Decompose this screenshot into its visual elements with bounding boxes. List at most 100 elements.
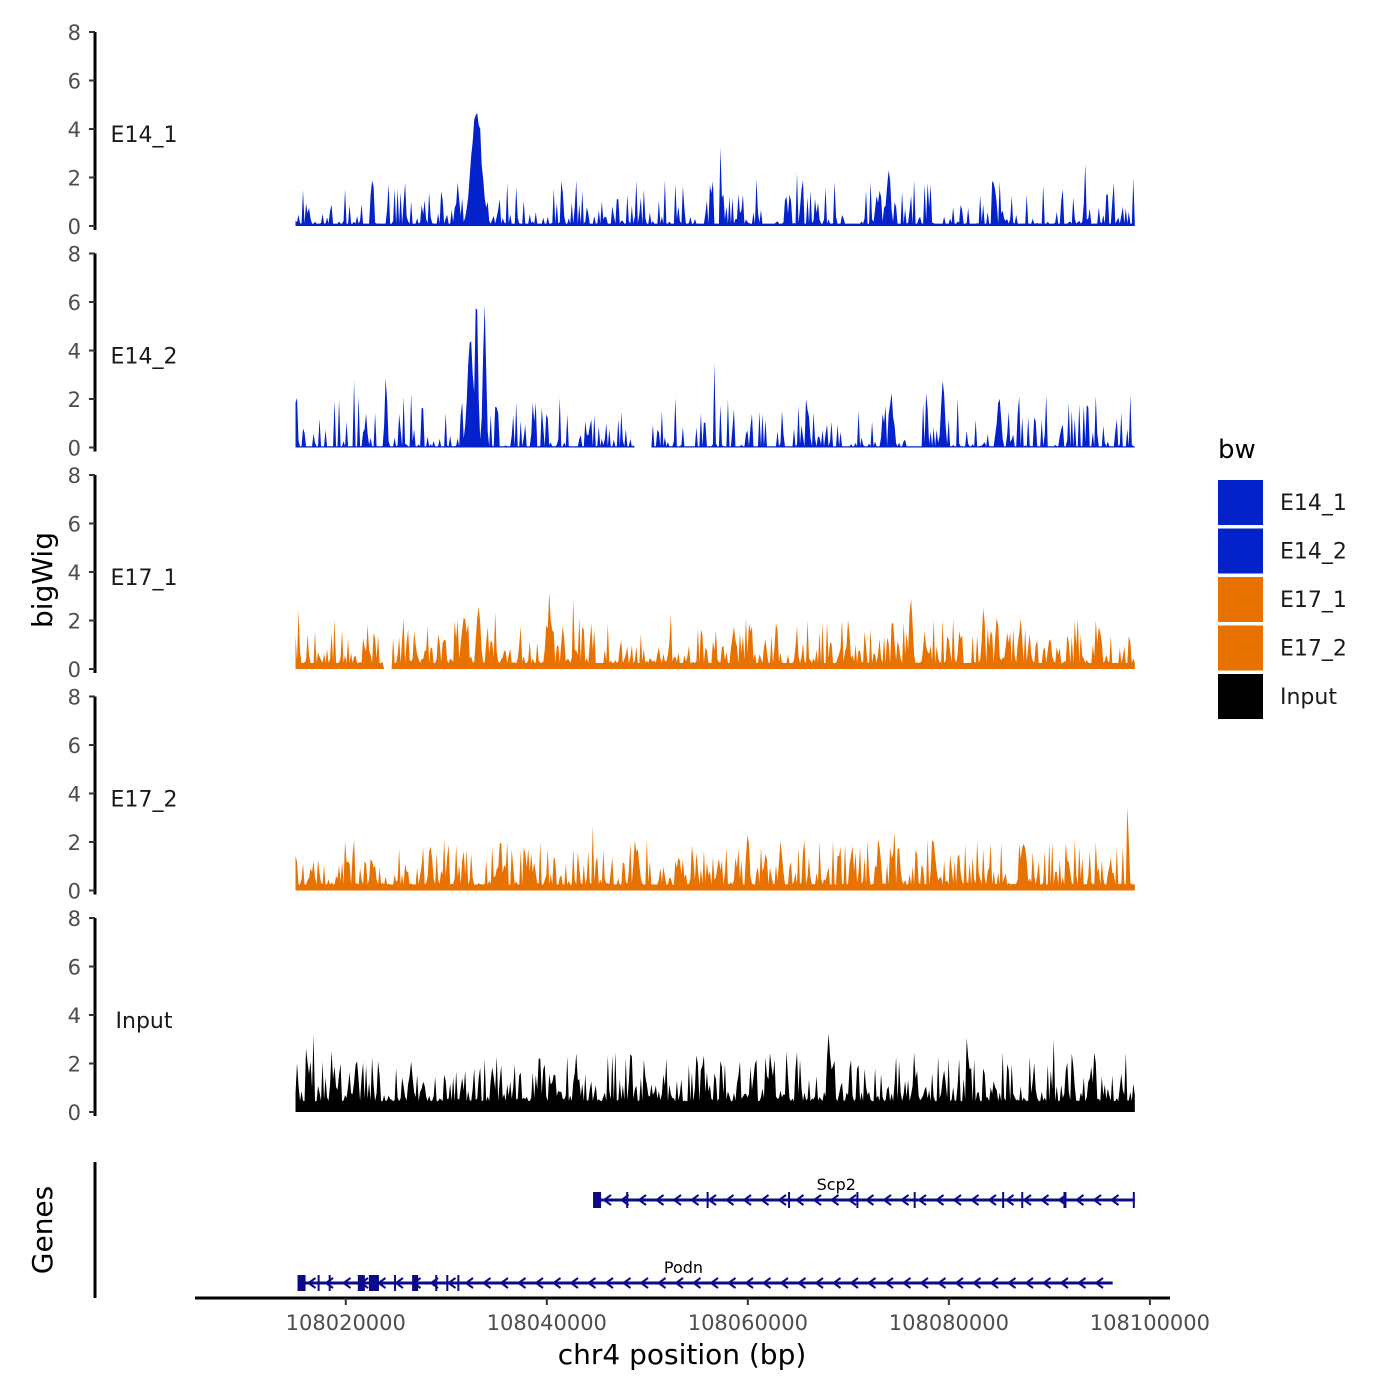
gene-exon [435,1275,438,1291]
coverage-area-input [295,1033,1135,1112]
strand-arrow [619,1194,630,1206]
gene-exon [368,1275,379,1291]
y-tick-label: 2 [68,388,81,412]
y-tick-label: 2 [68,610,81,634]
gene-exon [457,1275,460,1291]
strand-arrow [481,1277,492,1289]
legend-item: E14_2 [1218,528,1347,574]
strand-arrow [689,1194,700,1206]
strand-arrow [639,1277,649,1289]
gene-exon [593,1192,602,1208]
strand-arrow [1059,1277,1069,1289]
gene-exon [328,1275,331,1291]
strand-arrow [691,1277,702,1289]
x-tick-label: 108040000 [487,1311,607,1335]
strand-arrow [847,1194,857,1206]
gene-exon [1132,1192,1135,1208]
legend-item: Input [1218,674,1337,719]
strand-arrow [394,1277,404,1289]
strand-arrow [864,1194,875,1206]
gene-exon [394,1275,397,1291]
strand-arrow [464,1277,474,1289]
y-tick-label: 8 [68,686,81,710]
strand-arrow [551,1277,562,1289]
strand-arrow [604,1277,614,1289]
strand-arrow [744,1277,754,1289]
legend-label: E14_2 [1280,540,1347,565]
strand-arrow [919,1277,929,1289]
strand-arrow [952,1194,962,1206]
coverage-area-e17-2 [295,806,1135,891]
x-tick-label: 108080000 [889,1311,1009,1335]
y-tick-label: 6 [68,956,81,980]
strand-arrow [602,1194,612,1206]
strand-arrow [1109,1194,1120,1206]
x-tick-label: 108060000 [688,1311,808,1335]
y-tick-label: 0 [68,1101,81,1125]
legend-swatch [1218,528,1263,574]
strand-arrow [534,1277,544,1289]
strand-arrow [901,1277,912,1289]
gene-scp2: Scp2 [593,1175,1135,1208]
coverage-area-e17-1 [295,592,1135,669]
strand-arrow [637,1194,647,1206]
strand-arrow [742,1194,752,1206]
legend-item: E17_2 [1218,625,1347,671]
track-e14-2: 0 2 4 6 8 E14_2 [68,243,1135,461]
gene-exon [446,1275,449,1291]
gene-exon [297,1275,306,1291]
track-e17-1: 0 2 4 6 8 E17_1 [68,464,1135,682]
track-e14-1: 0 2 4 6 8 E14_1 [68,21,1135,239]
gene-label: Scp2 [817,1175,856,1194]
track-label: E14_1 [111,123,178,148]
strand-arrow [1004,1194,1015,1206]
x-axis: 108020000 108040000 108060000 108080000 1081… [195,1296,1210,1335]
gene-exon [913,1192,916,1208]
legend-label: E17_1 [1280,588,1347,613]
strand-arrow [759,1194,770,1206]
strand-arrow [954,1277,964,1289]
gene-podn: Podn [297,1258,1113,1291]
strand-arrow [814,1277,824,1289]
legend-swatch [1218,674,1263,719]
strand-arrow [1094,1277,1104,1289]
gene-exon [317,1275,320,1291]
x-tick-label: 108100000 [1090,1311,1210,1335]
y-tick-label: 4 [68,118,81,142]
track-label: Input [116,1009,173,1034]
strand-arrow [934,1194,945,1206]
legend-swatch [1218,480,1263,525]
y-tick-label: 4 [68,340,81,364]
strand-arrow [1076,1277,1087,1289]
gene-exon [1002,1192,1005,1208]
strand-arrow [917,1194,927,1206]
strand-arrow [516,1277,527,1289]
legend-swatch [1218,625,1263,671]
strand-arrow [446,1277,457,1289]
strand-arrow [654,1194,665,1206]
strand-arrow [1022,1194,1032,1206]
genes-panel-title: Genes [26,1186,59,1274]
coverage-area-e14-2 [295,304,1135,448]
strand-arrow [1006,1277,1017,1289]
strand-arrow [794,1194,805,1206]
strand-arrow [306,1277,317,1289]
strand-arrow [969,1194,980,1206]
strand-arrow [1074,1194,1085,1206]
gene-exon [706,1192,709,1208]
legend-item: E14_1 [1218,480,1347,525]
strand-arrow [812,1194,822,1206]
legend-label: E17_2 [1280,637,1347,662]
track-label: E14_2 [111,345,178,370]
strand-arrow [709,1277,719,1289]
strand-arrow [499,1277,509,1289]
strand-arrow [777,1194,787,1206]
y-tick-label: 6 [68,70,81,94]
strand-arrow [586,1277,597,1289]
strand-arrow [621,1277,632,1289]
strand-arrow [674,1277,684,1289]
strand-arrow [829,1194,840,1206]
strand-arrow [1039,1194,1050,1206]
genes-panel: Scp2 Podn [93,1162,1135,1298]
strand-arrow [987,1194,997,1206]
